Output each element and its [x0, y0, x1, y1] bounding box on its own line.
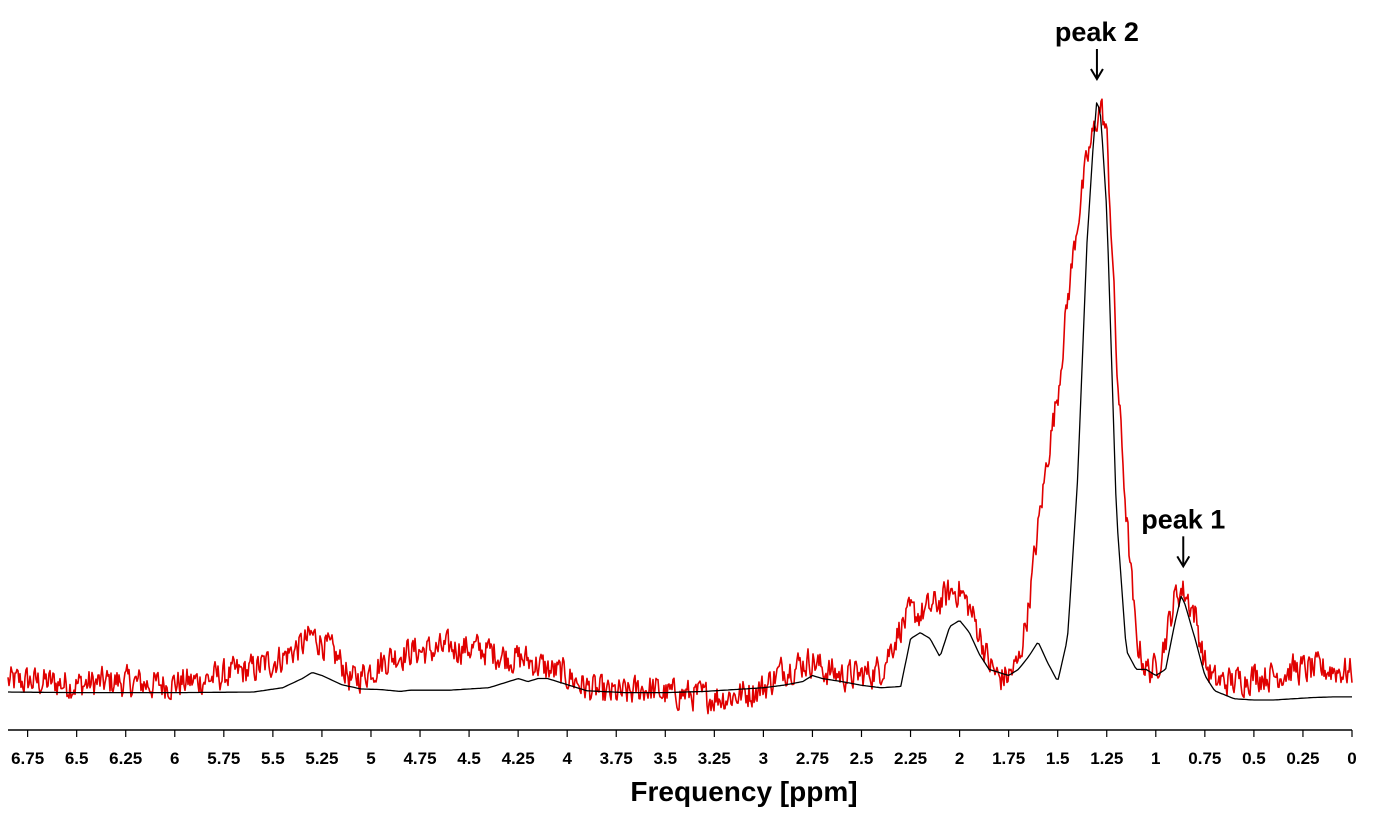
x-tick-label: 5.5: [261, 749, 285, 768]
x-tick-label: 4.75: [403, 749, 436, 768]
x-tick-label: 3.5: [653, 749, 677, 768]
x-tick-label: 0.75: [1188, 749, 1221, 768]
x-tick-label: 4.5: [457, 749, 481, 768]
x-tick-label: 1: [1151, 749, 1160, 768]
x-tick-label: 5.25: [305, 749, 338, 768]
x-tick-label: 3.75: [600, 749, 633, 768]
x-tick-label: 4: [562, 749, 572, 768]
x-tick-label: 1.25: [1090, 749, 1123, 768]
measured-spectrum-line: [7, 98, 1353, 715]
x-tick-label: 0.5: [1242, 749, 1266, 768]
x-tick-label: 0: [1347, 749, 1356, 768]
x-tick-label: 2: [955, 749, 964, 768]
annotation-label: peak 2: [1055, 17, 1139, 47]
x-tick-label: 6.5: [65, 749, 89, 768]
annotation-arrowhead: [1176, 555, 1191, 569]
x-tick-label: 2.5: [850, 749, 874, 768]
x-tick-label: 3: [759, 749, 768, 768]
x-tick-label: 4.25: [502, 749, 535, 768]
x-tick-label: 5: [366, 749, 375, 768]
x-axis-label: Frequency [ppm]: [630, 776, 857, 807]
x-tick-label: 6: [170, 749, 179, 768]
x-tick-label: 6.25: [109, 749, 142, 768]
x-tick-label: 1.5: [1046, 749, 1070, 768]
x-tick-label: 2.25: [894, 749, 927, 768]
annotations: peak 1 peak 2: [1055, 17, 1225, 569]
plot-area: [7, 98, 1353, 715]
x-axis-ticks: [27, 730, 1353, 737]
x-tick-label: 2.75: [796, 749, 829, 768]
fitted-spectrum-line: [8, 102, 1352, 701]
x-tick-label: 1.75: [992, 749, 1025, 768]
x-tick-label: 3.25: [698, 749, 731, 768]
x-tick-label: 6.75: [11, 749, 44, 768]
x-tick-label: 5.75: [207, 749, 240, 768]
x-axis-tick-labels: 6.75 6.5 6.25 6 5.75 5.5 5.25 5 4.75 4.5 4.25 4 3.75…: [11, 749, 1357, 768]
x-tick-label: 0.25: [1286, 749, 1319, 768]
annotation-arrowhead: [1090, 68, 1104, 81]
annotation-label: peak 1: [1141, 504, 1225, 534]
